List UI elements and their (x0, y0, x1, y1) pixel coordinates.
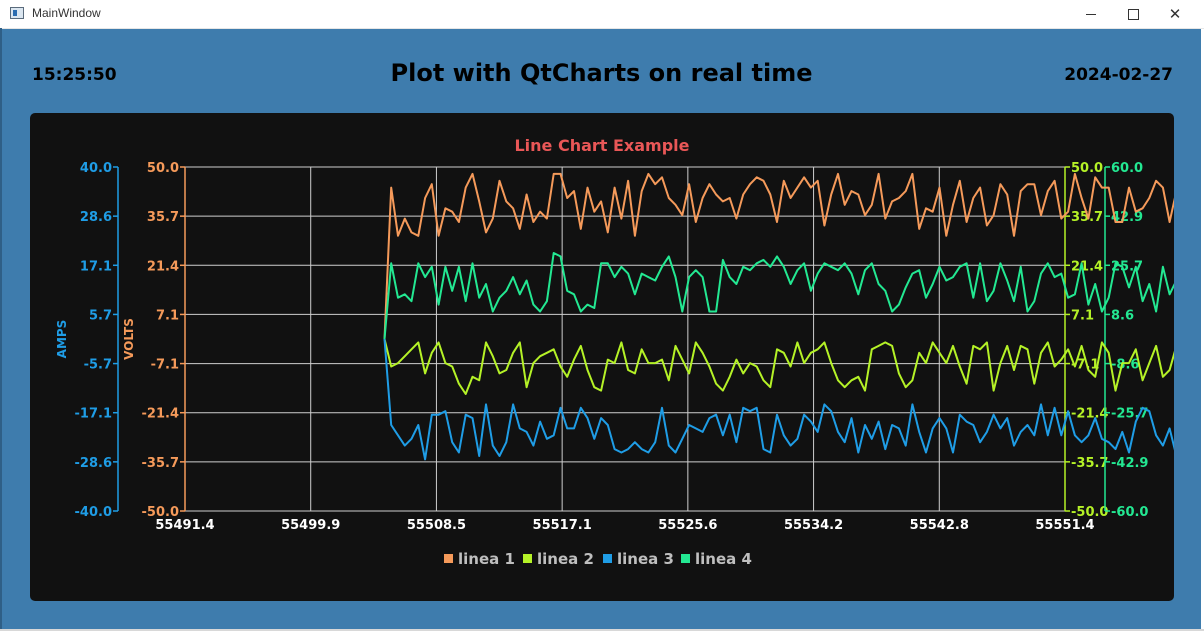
maximize-icon (1127, 8, 1139, 20)
series-line-linea-1 (383, 172, 1174, 340)
y-tick-label-right1: -21.4 (1071, 407, 1108, 422)
x-tick-label: 55542.8 (910, 518, 969, 533)
x-tick-label: 55525.6 (658, 518, 717, 533)
y-tick-label-right1: 50.0 (1071, 161, 1103, 176)
y-tick-label-amps: 28.6 (80, 210, 112, 225)
x-tick-label: 55517.1 (533, 518, 592, 533)
main-window-client-area: 15:25:50 Plot with QtCharts on real time… (2, 29, 1201, 629)
window-edge (0, 28, 2, 631)
minimize-icon (1086, 13, 1096, 15)
y-tick-label-right1: -35.7 (1071, 456, 1108, 471)
close-button[interactable]: ✕ (1152, 0, 1198, 28)
series-line-linea-3 (383, 338, 1174, 461)
legend-label: linea 1 (458, 550, 515, 568)
legend-label: linea 2 (537, 550, 594, 568)
close-icon: ✕ (1168, 4, 1182, 23)
y-tick-label-amps: -40.0 (75, 505, 112, 520)
legend-label: linea 3 (617, 550, 674, 568)
y-tick-label-amps: 17.1 (80, 259, 112, 274)
axis-title-volts: VOLTS (122, 318, 136, 360)
y-tick-label-volts: 35.7 (147, 210, 179, 225)
legend-swatch (681, 554, 690, 563)
x-tick-label: 55534.2 (784, 518, 843, 533)
y-tick-label-volts: 7.1 (156, 308, 179, 323)
y-tick-label-volts: 50.0 (147, 161, 179, 176)
y-tick-label-right2: -60.0 (1111, 505, 1148, 520)
app-window-icon (10, 7, 24, 19)
y-tick-label-volts: -21.4 (142, 407, 179, 422)
x-tick-label: 55499.9 (281, 518, 340, 533)
axis-title-amps: AMPS (55, 320, 69, 359)
window-title: MainWindow (32, 6, 101, 20)
y-tick-label-amps: 40.0 (80, 161, 112, 176)
line-chart: Line Chart Example 55491.4 55499.9 55508.5 5… (55, 136, 1174, 568)
y-tick-label-right2: 8.6 (1111, 308, 1134, 323)
chart-title: Line Chart Example (514, 136, 689, 155)
series-line-linea-4 (383, 252, 1174, 340)
y-tick-label-right1: -7.1 (1071, 358, 1099, 373)
window-bottom-edge (0, 629, 1204, 631)
y-tick-label-amps: -28.6 (75, 456, 112, 471)
legend-swatch (444, 554, 453, 563)
x-tick-label: 55551.4 (1035, 518, 1094, 533)
x-tick-label: 55508.5 (407, 518, 466, 533)
legend-swatch (523, 554, 532, 563)
y-tick-label-amps: -5.7 (84, 358, 112, 373)
chart-view[interactable]: Line Chart Example 55491.4 55499.9 55508.5 5… (30, 113, 1174, 601)
y-tick-label-right1: -50.0 (1071, 505, 1108, 520)
y-tick-label-volts: -50.0 (142, 505, 179, 520)
y-tick-label-right1: 21.4 (1071, 259, 1103, 274)
y-tick-label-volts: -7.1 (151, 358, 179, 373)
y-tick-label-right2: -42.9 (1111, 456, 1148, 471)
y-tick-label-volts: 21.4 (147, 259, 179, 274)
minimize-button[interactable] (1068, 0, 1114, 28)
y-tick-label-right2: -25.7 (1111, 407, 1148, 422)
y-tick-label-volts: -35.7 (142, 456, 179, 471)
maximize-button[interactable] (1110, 0, 1156, 28)
legend-swatch (603, 554, 612, 563)
clock-time: 15:25:50 (32, 65, 117, 85)
y-tick-label-amps: 5.7 (89, 308, 112, 323)
y-tick-label-amps: -17.1 (75, 407, 112, 422)
y-tick-label-right2: -8.6 (1111, 358, 1139, 373)
window-titlebar[interactable]: MainWindow ✕ (0, 0, 1204, 29)
y-tick-label-right1: 7.1 (1071, 308, 1094, 323)
page-title: Plot with QtCharts on real time (390, 59, 813, 87)
y-tick-label-right2: 60.0 (1111, 161, 1143, 176)
x-tick-label: 55491.4 (155, 518, 214, 533)
current-date: 2024-02-27 (1064, 65, 1173, 85)
legend-label: linea 4 (695, 550, 752, 568)
series-line-linea-2 (383, 338, 1174, 395)
